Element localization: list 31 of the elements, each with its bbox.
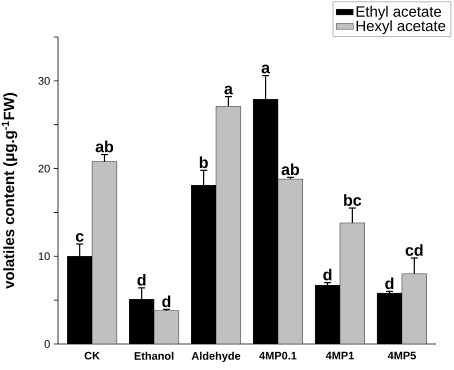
annotation: ab <box>282 163 300 176</box>
x-tick-label: CK <box>84 352 100 360</box>
y-tick-label: 0 <box>44 340 50 348</box>
annotation: bc <box>344 194 362 206</box>
bar <box>340 222 365 344</box>
y-tick-label: 30 <box>38 76 50 85</box>
y-tick-label: 10 <box>38 252 50 260</box>
y-tick-label: 20 <box>38 164 50 172</box>
annotation: d <box>137 274 146 286</box>
annotation: cd <box>406 244 423 256</box>
annotation: d <box>323 268 332 280</box>
x-tick-label: Aldehyde <box>192 352 240 362</box>
y-axis-title: volatiles content (μg.g$^{-1}$FW) <box>2 92 18 289</box>
legend-label: Hexyl acetate <box>356 20 446 34</box>
bar <box>216 106 242 344</box>
annotation: c <box>76 233 84 242</box>
annotation: d <box>385 277 394 290</box>
bar <box>278 178 303 344</box>
bar <box>402 274 427 344</box>
x-tick-label: 4MP1 <box>326 352 354 360</box>
annotation: b <box>200 156 208 168</box>
bar <box>92 161 118 344</box>
annotation: a <box>224 86 233 94</box>
annotation: d <box>162 295 170 308</box>
x-tick-label: 4MP0.1 <box>259 352 297 360</box>
annotation: a <box>262 64 270 74</box>
legend-label: Ethyl acetate <box>356 6 442 20</box>
annotation: ab <box>96 140 114 152</box>
x-tick-label: 4MP5 <box>388 352 416 360</box>
bar <box>154 310 180 344</box>
x-tick-label: Ethanol <box>134 352 174 360</box>
